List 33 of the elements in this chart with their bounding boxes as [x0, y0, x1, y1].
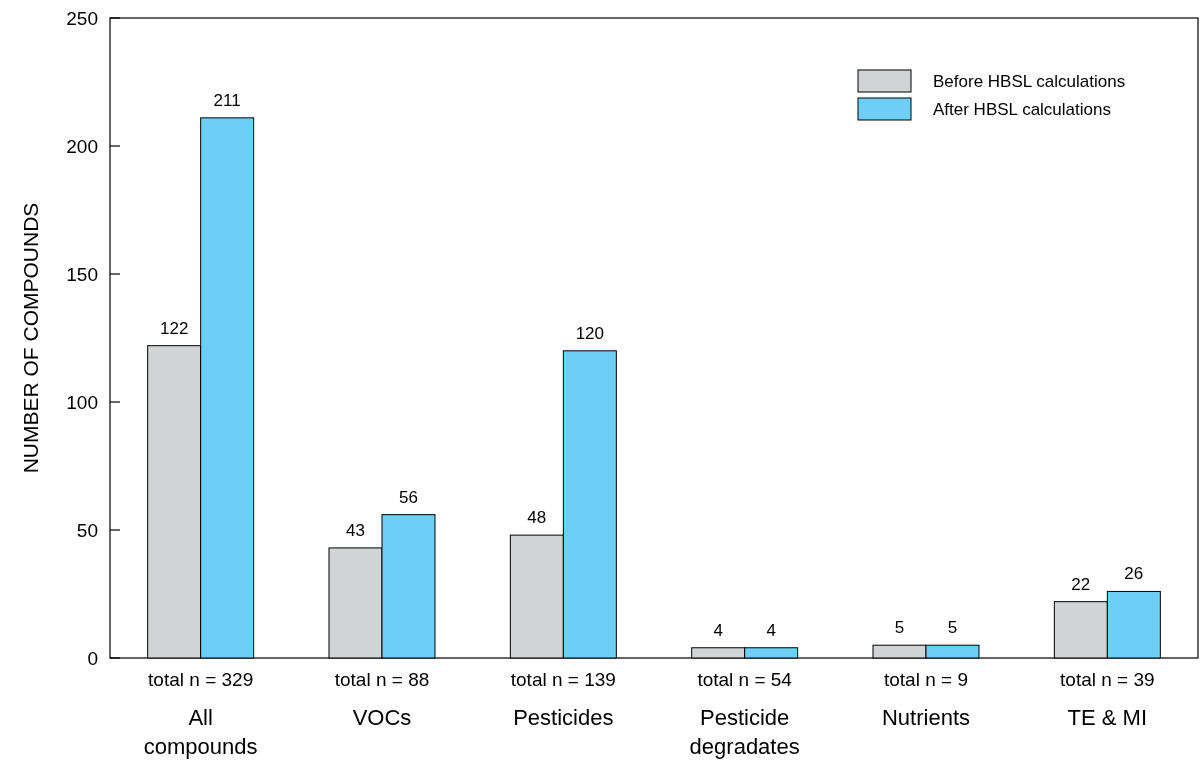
x-tick-label: All compounds	[143, 705, 258, 759]
data-label: 4	[713, 620, 723, 640]
data-label: 43	[346, 520, 365, 540]
data-label: 5	[947, 618, 958, 638]
data-label: 48	[527, 508, 547, 528]
text: total n = 9	[884, 669, 968, 690]
x-tick-label: Pesticides	[513, 705, 614, 730]
y-axis-title: NUMBER OF COMPOUNDS	[19, 202, 42, 474]
text: total n = 54	[697, 669, 793, 690]
y-tick-label: 150	[66, 263, 98, 285]
y-tick-label: 0	[87, 647, 98, 669]
text: total n = 88	[334, 669, 430, 690]
y-tick-label: 250	[66, 7, 98, 29]
data-label: 211	[213, 90, 241, 110]
data-label: 120	[575, 323, 605, 343]
y-tick-label: 100	[66, 391, 98, 413]
legend-label: Before HBSL calculations	[933, 71, 1126, 91]
data-label: 26	[1124, 564, 1144, 584]
data-label: 5	[894, 618, 905, 638]
data-label: 4	[766, 620, 776, 640]
y-tick-label: 200	[66, 135, 98, 157]
text: total n = 329	[148, 669, 254, 690]
x-tick-label: TE & MI	[1067, 705, 1148, 730]
data-label: 56	[399, 487, 418, 507]
y-tick-label: 50	[76, 519, 98, 541]
x-tick-label: VOCs	[352, 705, 412, 730]
text: total n = 139	[510, 669, 616, 690]
x-tick-label: Pesticide degradates	[689, 705, 800, 759]
data-label: 22	[1071, 574, 1091, 594]
x-tick-label: Nutrients	[881, 705, 971, 730]
legend-label: After HBSL calculations	[933, 99, 1111, 119]
data-label: 122	[159, 318, 189, 338]
text: total n = 39	[1060, 669, 1155, 690]
